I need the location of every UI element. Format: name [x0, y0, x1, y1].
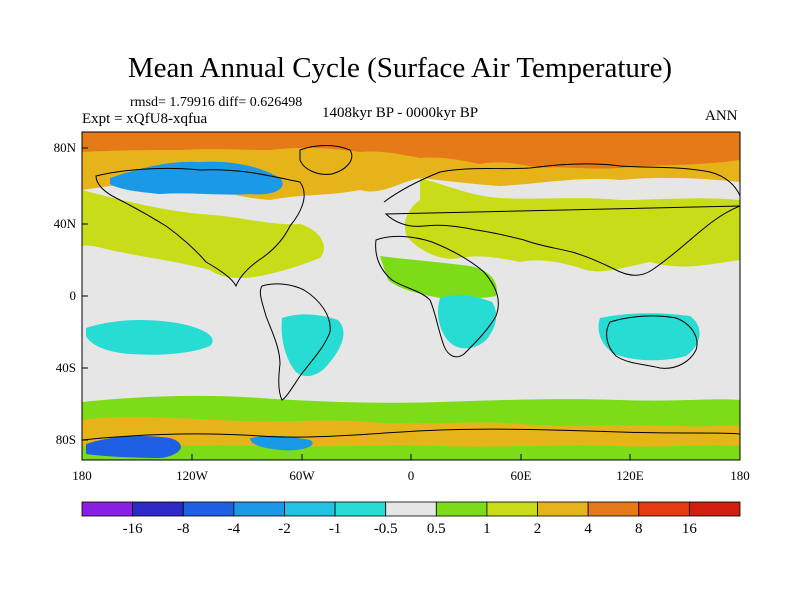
canada-cold-region: [110, 161, 283, 195]
colorbar-label: 2: [534, 521, 542, 537]
period-label: 1408kyr BP - 0000kyr BP: [322, 105, 479, 121]
colorbar-label: 16: [682, 521, 698, 537]
lon-label: 180: [730, 468, 750, 483]
colorbar-label: 1: [483, 521, 491, 537]
anomaly-field: [82, 132, 740, 460]
colorbar-box: [688, 501, 741, 517]
lat-label: 40S: [56, 360, 76, 375]
lat-label: 40N: [54, 216, 77, 231]
south-america-cool-region: [281, 314, 344, 377]
colorbar-box: [81, 501, 134, 517]
colorbar-box: [587, 501, 640, 517]
colorbar-box: [132, 501, 184, 517]
colorbar-label: -0.5: [374, 521, 398, 537]
colorbar-box: [537, 501, 589, 517]
lat-label: 0: [70, 288, 77, 303]
colorbar-box: [435, 501, 488, 517]
coast-eurasia: [383, 163, 740, 276]
lat-label: 80S: [56, 432, 76, 447]
plot-title: Mean Annual Cycle (Surface Air Temperatu…: [127, 52, 673, 84]
australia-cool-region: [598, 313, 700, 361]
coast-greenland: [299, 145, 353, 175]
colorbar-box: [638, 501, 690, 517]
lon-label: 120E: [616, 468, 644, 483]
antarctic-cold-region: [86, 436, 181, 458]
coast-antarctica: [82, 428, 740, 441]
colorbar-label: -16: [123, 521, 143, 537]
coast-south-america: [259, 283, 331, 401]
season-label: ANN: [705, 108, 738, 124]
lon-label: 180: [72, 468, 92, 483]
colorbar-label: 0.5: [427, 521, 446, 537]
colorbar-label: -1: [329, 521, 342, 537]
lon-label: 60E: [511, 468, 532, 483]
colorbar-box: [334, 501, 387, 517]
lon-label: 120W: [176, 468, 209, 483]
stats-text: rmsd= 1.79916 diff= 0.626498: [130, 95, 303, 110]
antarctic-cold-region-2: [250, 435, 313, 451]
colorbar-box: [233, 501, 285, 517]
colorbar-box: [486, 501, 538, 517]
lon-label: 0: [408, 468, 415, 483]
map-axes: 80N 40N 0 40S 80S 180 120W 60W 0 60E 120E 180: [54, 140, 750, 483]
colorbar-box: [182, 501, 235, 517]
lat-label: 80N: [54, 140, 77, 155]
eurasia-warm-region: [404, 178, 740, 272]
coast-africa: [375, 235, 499, 358]
colorbar-label: -8: [177, 521, 190, 537]
colorbar-label: 4: [584, 521, 592, 537]
africa-warm-region: [380, 256, 497, 298]
arctic-hot-region: [82, 132, 740, 169]
coastlines: [82, 145, 740, 441]
coast-australia: [606, 315, 698, 369]
colorbar: -16 -8 -4 -2 -1 -0.5 0.5 1 2 4 8 16: [81, 501, 741, 537]
colorbar-label: -2: [278, 521, 291, 537]
colorbar-box: [385, 501, 437, 517]
experiment-label: Expt = xQfU8-xqfua: [82, 111, 208, 127]
colorbar-label: -4: [228, 521, 241, 537]
coast-north-america: [95, 167, 305, 288]
colorbar-label: 8: [635, 521, 643, 537]
lon-label: 60W: [289, 468, 315, 483]
east-pacific-cool-region: [86, 320, 213, 355]
colorbar-box: [284, 501, 336, 517]
